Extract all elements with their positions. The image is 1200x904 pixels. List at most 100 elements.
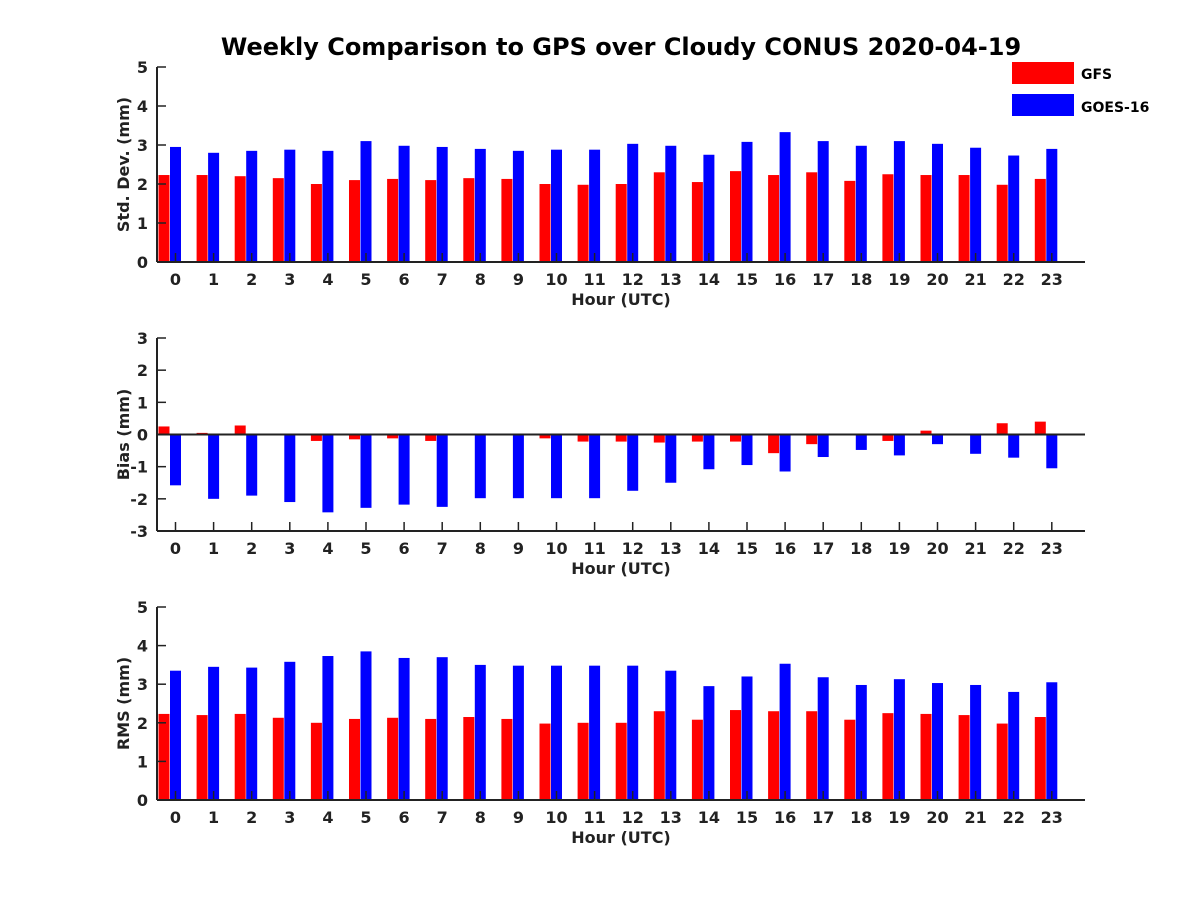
x-tick-label: 20 [926, 808, 948, 827]
x-tick-label: 14 [698, 270, 720, 289]
bar-std-dev-gfs-2 [234, 176, 246, 262]
bar-rms-goes-16-16 [779, 663, 791, 800]
x-tick-label: 6 [399, 270, 410, 289]
bar-bias-gfs-23 [1034, 421, 1046, 435]
x-tick-label: 7 [437, 270, 448, 289]
bar-bias-goes-16-2 [246, 434, 258, 496]
y-tick-label: 1 [137, 214, 148, 233]
bar-rms-gfs-6 [387, 717, 399, 800]
x-tick-label: 1 [208, 270, 219, 289]
bar-bias-gfs-5 [349, 434, 360, 440]
bar-bias-goes-16-22 [1008, 434, 1020, 458]
bar-bias-gfs-22 [996, 423, 1008, 435]
bar-std-dev-gfs-13 [653, 172, 665, 262]
bar-rms-gfs-0 [158, 713, 170, 800]
bar-rms-goes-16-22 [1008, 691, 1020, 800]
x-tick-label: 4 [322, 808, 333, 827]
bar-bias-gfs-12 [615, 434, 627, 442]
bar-std-dev-goes-16-20 [932, 143, 943, 262]
bar-rms-gfs-23 [1034, 717, 1046, 800]
x-tick-label: 20 [926, 539, 948, 558]
bar-std-dev-gfs-1 [196, 175, 208, 262]
bar-bias-goes-16-15 [741, 434, 753, 466]
bar-rms-gfs-11 [577, 722, 589, 800]
bar-bias-goes-16-9 [512, 434, 524, 499]
bar-std-dev-goes-16-21 [970, 147, 982, 262]
bar-rms-goes-16-0 [170, 670, 181, 800]
bar-rms-goes-16-23 [1046, 682, 1058, 800]
bar-std-dev-gfs-16 [768, 175, 780, 262]
bar-std-dev-gfs-12 [615, 184, 627, 262]
y-tick-label: 0 [137, 791, 148, 810]
bar-bias-gfs-16 [768, 434, 780, 454]
bar-bias-gfs-7 [425, 434, 437, 441]
x-tick-label: 13 [660, 270, 682, 289]
x-axis-title: Hour (UTC) [571, 559, 671, 578]
bar-rms-gfs-20 [920, 713, 932, 800]
bar-bias-gfs-19 [882, 434, 894, 441]
x-tick-label: 15 [736, 539, 758, 558]
bar-std-dev-goes-16-8 [474, 148, 486, 262]
bar-std-dev-goes-16-19 [893, 141, 905, 262]
bar-bias-goes-16-23 [1046, 434, 1058, 469]
x-tick-label: 4 [322, 539, 333, 558]
bar-bias-goes-16-8 [474, 434, 486, 499]
bar-std-dev-goes-16-3 [284, 149, 296, 262]
bar-bias-gfs-20 [920, 430, 932, 435]
bar-std-dev-goes-16-5 [360, 141, 372, 262]
bar-std-dev-gfs-19 [882, 174, 894, 262]
bar-bias-gfs-6 [387, 434, 399, 439]
bar-rms-goes-16-7 [436, 657, 448, 800]
x-tick-label: 19 [888, 539, 910, 558]
legend-swatch-goes-16 [1012, 94, 1074, 116]
y-tick-label: 0 [137, 253, 148, 272]
bar-rms-gfs-10 [539, 723, 551, 800]
x-tick-label: 21 [964, 539, 986, 558]
bar-std-dev-gfs-5 [349, 180, 360, 262]
x-tick-label: 9 [513, 808, 524, 827]
x-tick-label: 23 [1041, 270, 1063, 289]
x-tick-label: 0 [170, 539, 181, 558]
y-tick-label: 4 [137, 97, 148, 116]
y-tick-label: 3 [137, 675, 148, 694]
x-tick-label: 20 [926, 270, 948, 289]
x-axis-title: Hour (UTC) [571, 828, 671, 847]
x-tick-label: 1 [208, 539, 219, 558]
y-tick-label: 1 [137, 752, 148, 771]
bar-std-dev-goes-16-11 [589, 149, 601, 262]
bar-rms-goes-16-1 [208, 666, 220, 800]
bar-bias-goes-16-0 [170, 434, 181, 486]
bar-bias-gfs-14 [691, 434, 703, 442]
x-tick-label: 22 [1003, 270, 1025, 289]
y-tick-label: 3 [137, 329, 148, 348]
bar-bias-goes-16-12 [627, 434, 639, 491]
bar-bias-gfs-13 [653, 434, 665, 443]
bar-rms-gfs-7 [425, 718, 437, 800]
x-tick-label: 19 [888, 808, 910, 827]
bar-std-dev-gfs-3 [272, 178, 284, 262]
bar-rms-gfs-8 [463, 717, 475, 800]
x-axis-title: Hour (UTC) [571, 290, 671, 309]
bar-rms-goes-16-18 [855, 684, 867, 800]
x-tick-label: 9 [513, 539, 524, 558]
bar-bias-gfs-2 [234, 425, 246, 435]
bar-rms-goes-16-8 [474, 664, 486, 800]
bar-rms-goes-16-15 [741, 676, 753, 800]
bar-bias-goes-16-11 [589, 434, 601, 499]
y-tick-label: 3 [137, 136, 148, 155]
bar-rms-gfs-4 [310, 722, 322, 800]
bar-rms-gfs-17 [806, 711, 818, 800]
x-tick-label: 4 [322, 270, 333, 289]
x-tick-label: 5 [360, 270, 371, 289]
bar-std-dev-gfs-20 [920, 175, 932, 262]
x-tick-label: 19 [888, 270, 910, 289]
bar-std-dev-gfs-4 [310, 184, 322, 262]
legend: GFS GOES-16 [1012, 62, 1149, 116]
bar-rms-goes-16-19 [893, 679, 905, 800]
bar-std-dev-goes-16-15 [741, 141, 753, 262]
bar-bias-gfs-0 [158, 426, 170, 435]
bar-rms-goes-16-21 [970, 684, 982, 800]
